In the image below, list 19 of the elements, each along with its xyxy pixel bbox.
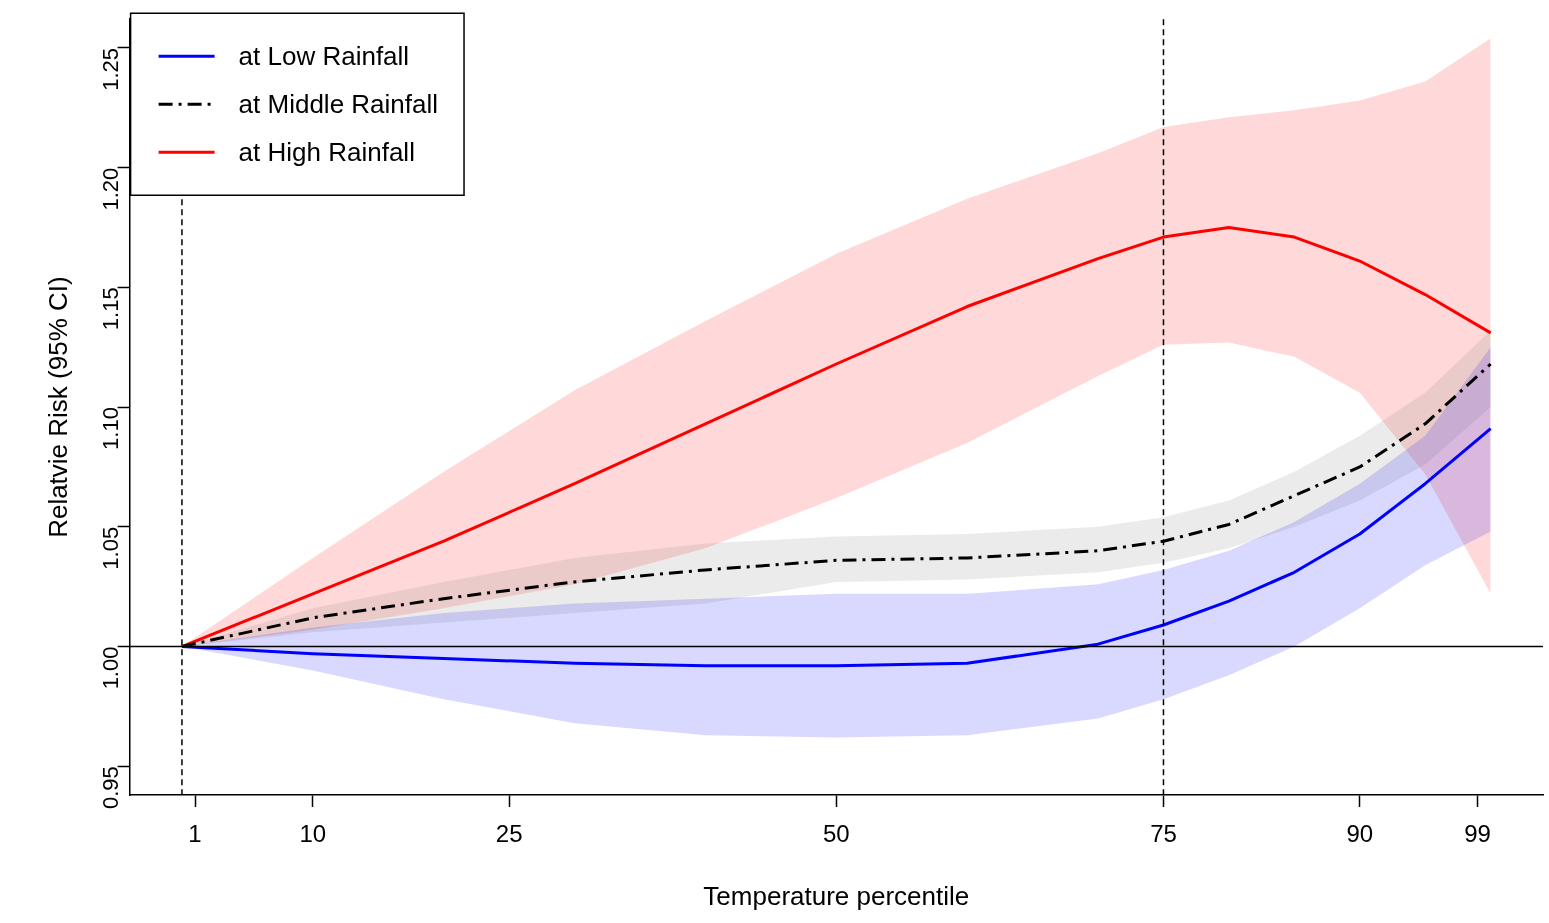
legend-label: at Low Rainfall [238, 41, 410, 72]
x-tick-label: 75 [1150, 820, 1177, 848]
y-axis-title: Relatvie Risk (95% CI) [42, 276, 73, 538]
y-tick-label: 1.05 [97, 526, 123, 570]
y-tick-label: 1.20 [97, 167, 123, 211]
y-tick-label: 1.25 [97, 47, 123, 91]
x-tick-label: 10 [299, 820, 327, 848]
y-tick-label: 1.10 [97, 407, 123, 450]
legend-label: at Middle Rainfall [238, 89, 439, 120]
x-tick-label: 25 [495, 820, 523, 848]
x-tick-label: 90 [1346, 820, 1374, 848]
x-tick-label: 50 [822, 820, 850, 848]
y-tick-label: 1.00 [97, 646, 123, 690]
y-tick-label: 1.15 [97, 287, 123, 331]
x-axis-title: Temperature percentile [703, 880, 970, 911]
x-tick-label: 1 [188, 820, 202, 848]
y-tick-label: 0.95 [97, 766, 123, 810]
legend-label: at High Rainfall [238, 137, 415, 168]
x-tick-label: 99 [1464, 820, 1491, 848]
